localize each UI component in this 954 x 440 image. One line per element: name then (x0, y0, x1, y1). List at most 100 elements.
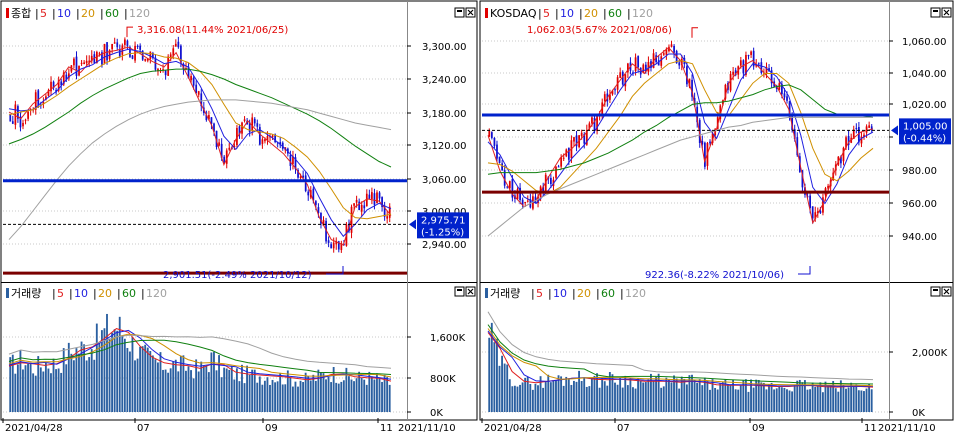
candle-body (42, 101, 45, 105)
volume-bar (529, 383, 532, 412)
candle-body (819, 210, 822, 213)
volume-bar (141, 346, 144, 412)
maximize-icon[interactable] (930, 7, 941, 18)
candle-body (317, 207, 320, 214)
volume-bar (557, 375, 560, 412)
volume-bar (624, 375, 627, 412)
volume-bar (62, 348, 65, 412)
close-icon[interactable] (465, 7, 476, 18)
volume-bar (258, 376, 261, 412)
y-tick-label: 1,020.00 (902, 100, 947, 111)
candle-body (734, 70, 737, 76)
volume-bar (246, 365, 248, 412)
low-annotation: 2,901.51(-2.49% 2021/10/12) (163, 270, 312, 281)
date-label: 2021/11/10 (398, 423, 456, 434)
volume-bar (44, 362, 47, 412)
x-tick-label: 11 (380, 423, 393, 434)
volume-bar (52, 358, 55, 412)
candle-body (65, 74, 68, 80)
maximize-icon[interactable] (454, 7, 465, 18)
volume-legend-ma-20: 20 (98, 287, 112, 300)
candle-body (22, 122, 24, 127)
volume-bar (190, 370, 192, 412)
close-icon[interactable] (941, 7, 952, 18)
candle-body (809, 195, 811, 208)
candle-body (644, 64, 647, 72)
volume-bar (732, 379, 734, 412)
candle-body (555, 166, 557, 178)
candle-body (526, 200, 529, 202)
candle-body (271, 135, 274, 138)
volume-bar (519, 384, 521, 412)
volume-bar (809, 389, 811, 412)
candle-body (327, 240, 330, 243)
volume-bar (562, 385, 565, 412)
legend-sep: | (100, 7, 104, 20)
volume-bar (739, 385, 742, 412)
candle-body (693, 98, 696, 106)
candle-body (709, 141, 711, 144)
series-marker-icon (6, 288, 9, 298)
volume-bar (573, 380, 575, 412)
ma-line-60 (487, 84, 874, 175)
candle-body (118, 49, 121, 57)
volume-bar (621, 387, 624, 412)
candle-body (62, 72, 65, 85)
candle-body (660, 56, 663, 66)
volume-bar (139, 346, 142, 412)
volume-bar (660, 387, 663, 412)
candle-body (498, 156, 501, 163)
series-marker-icon (6, 8, 9, 18)
volume-bar (108, 338, 111, 412)
high-marker (691, 27, 698, 38)
volume-ma-line (8, 333, 392, 378)
candle-body (371, 192, 373, 200)
volume-bar (793, 384, 796, 412)
volume-bar (327, 376, 330, 412)
candle-body (363, 205, 366, 209)
legend-sep: | (35, 7, 39, 20)
volume-bar (524, 377, 527, 412)
maximize-icon[interactable] (454, 286, 465, 297)
maximize-icon-frame (930, 286, 941, 297)
close-icon[interactable] (941, 286, 952, 297)
close-icon[interactable] (465, 286, 476, 297)
candle-body (858, 127, 860, 143)
candle-body (228, 147, 231, 150)
candle-body (739, 60, 742, 66)
candle-body (80, 62, 83, 64)
volume-bar (106, 313, 108, 412)
volume-bar (547, 374, 550, 412)
volume-bar (516, 386, 519, 412)
candle-body (149, 51, 152, 59)
y-tick-label: 2,940.00 (422, 240, 467, 251)
volume-bar (634, 388, 637, 412)
maximize-icon[interactable] (930, 286, 941, 297)
candle-body (488, 130, 491, 137)
legend-sep: | (117, 287, 121, 300)
candle-body (281, 142, 284, 149)
candle-body (542, 186, 545, 193)
volume-bar (274, 382, 276, 412)
legend-sep: | (620, 287, 624, 300)
volume-bar (778, 386, 781, 412)
volume-bar (719, 383, 722, 412)
volume-bar (786, 389, 788, 412)
candle-body (14, 104, 17, 125)
volume-bar (855, 384, 858, 412)
candle-body (320, 212, 322, 224)
volume-bar (302, 382, 305, 412)
volume-bar (368, 371, 371, 412)
volume-bar (724, 379, 727, 412)
candle-body (627, 63, 629, 73)
candle-body (297, 170, 299, 178)
y-tick-label: 3,180.00 (422, 109, 467, 120)
volume-bar (50, 373, 52, 412)
candle-body (218, 142, 220, 146)
candle-body (506, 186, 509, 188)
volume-bar (220, 377, 223, 412)
candle-body (330, 244, 333, 249)
ma-line-5 (487, 46, 874, 225)
